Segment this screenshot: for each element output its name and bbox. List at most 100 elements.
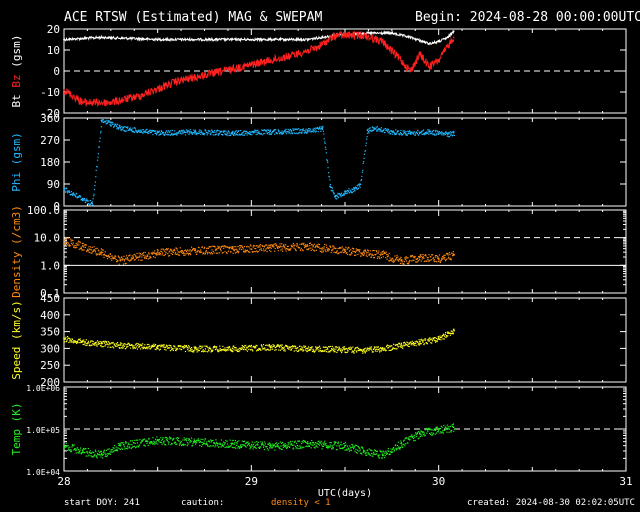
data-point [77,451,79,453]
data-point [108,120,110,122]
data-point [325,446,327,448]
data-point [385,257,387,259]
data-point [90,341,92,343]
data-point [294,441,296,443]
data-point [370,129,372,131]
data-point [189,132,191,134]
data-point [403,439,405,441]
data-point [344,446,346,448]
data-point [218,130,220,132]
data-point [305,350,308,352]
data-point [203,440,205,442]
data-point [186,445,188,447]
data-point [376,129,378,131]
data-point [64,243,66,245]
data-point [222,445,224,447]
data-point [131,344,133,346]
data-point [239,447,241,449]
data-point [165,133,167,135]
data-point [172,348,174,350]
data-point [75,245,77,247]
data-point [181,252,183,254]
data-point [438,259,440,261]
data-point [321,350,323,353]
data-point [399,258,401,260]
data-point [91,252,93,254]
data-point-density [437,257,440,260]
data-point [108,121,110,123]
data-point [380,347,382,350]
data-point [86,199,88,201]
data-point [421,338,423,340]
data-point [175,350,177,352]
data-point [354,349,356,351]
data-point [140,259,142,261]
data-point [304,245,306,247]
data-point [156,436,158,438]
data-point [428,340,431,342]
data-point [215,248,217,250]
data-point [227,246,229,248]
data-point [344,449,346,451]
data-point [446,253,448,255]
data-point [201,445,203,447]
data-point [112,257,114,259]
data-point [250,131,252,133]
data-point [419,259,421,261]
data-point [246,134,248,136]
data-point [368,349,370,352]
data-point [79,338,81,340]
data-point [208,350,210,352]
data-point [452,251,454,253]
data-point [259,348,261,350]
data-point [452,423,454,425]
data-point [395,259,397,261]
data-point [87,340,89,342]
data-point [207,351,209,353]
data-point [90,340,92,342]
data-point [122,344,125,346]
data-point [120,129,122,131]
data-point [377,256,379,258]
data-point [424,254,426,256]
data-point [418,257,420,259]
data-point [230,444,233,446]
data-point [207,445,209,447]
data-point [302,446,304,448]
data-point [161,130,163,132]
data-point [213,252,215,254]
data-point [235,134,237,136]
data-point-phi [366,129,369,132]
data-point [288,130,290,132]
data-point [273,129,275,131]
data-point [393,450,395,452]
data-point [392,130,394,132]
data-point [330,189,332,191]
data-point [436,257,438,259]
data-point [414,439,416,442]
data-point [191,347,193,349]
data-point [165,444,167,446]
data-point [64,449,67,451]
data-point [218,252,220,254]
data-point [168,255,170,257]
data-point [73,449,75,451]
data-point [159,348,161,350]
data-point [189,249,191,251]
data-point [270,348,272,350]
data-point [398,448,400,450]
data-point [155,348,157,351]
data-point [413,440,415,442]
data-point [229,439,231,441]
data-point [442,256,444,258]
data-point [280,346,282,348]
data-point [202,442,204,444]
data-point [96,456,98,458]
data-point [443,254,445,256]
data-point [413,131,415,133]
data-point [126,257,128,259]
data-point [128,446,130,448]
data-point [300,249,302,251]
data-point [383,349,385,351]
data-point [137,345,139,347]
